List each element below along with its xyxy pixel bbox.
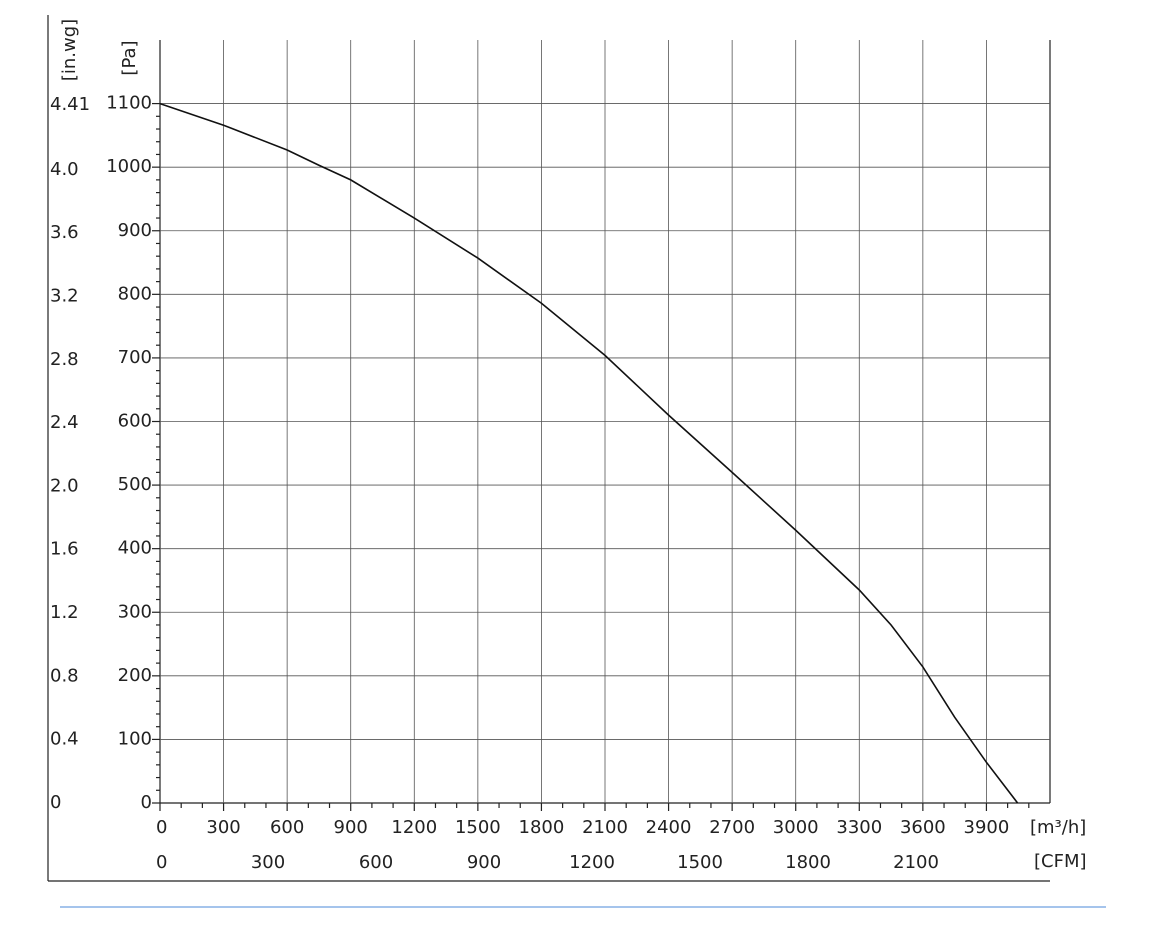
- x2-tick-label: 2100: [893, 852, 939, 873]
- x-tick-label: 3300: [836, 817, 882, 838]
- y-tick-label: 500: [118, 474, 152, 495]
- y-tick-label: 200: [118, 665, 152, 686]
- x2-tick-label: 900: [467, 852, 501, 873]
- y2-tick-label: 3.6: [50, 222, 79, 243]
- x-tick-label: 300: [206, 817, 240, 838]
- x2-tick-label: 600: [359, 852, 393, 873]
- x-tick-label: 2700: [709, 817, 755, 838]
- x2-tick-label: 1800: [785, 852, 831, 873]
- y-tick-label: 300: [118, 601, 152, 622]
- x-tick-label: 3900: [964, 817, 1010, 838]
- x-tick-label: 3000: [773, 817, 819, 838]
- y-tick-label: 700: [118, 347, 152, 368]
- x2-axis-label: [CFM]: [1034, 851, 1087, 872]
- y2-axis-label: [in.wg]: [59, 19, 80, 81]
- y2-tick-label: 2.0: [50, 475, 79, 496]
- x-tick-label: 0: [156, 817, 167, 838]
- y-tick-label: 900: [118, 220, 152, 241]
- y2-tick-label: 0.8: [50, 665, 79, 686]
- x2-tick-label: 1500: [677, 852, 723, 873]
- y-tick-label: 1100: [106, 93, 152, 114]
- x2-tick-label: 1200: [569, 852, 615, 873]
- y-tick-label: 0: [141, 792, 152, 813]
- y-tick-label: 800: [118, 283, 152, 304]
- y2-tick-label: 1.2: [50, 602, 79, 623]
- y2-tick-label: 4.0: [50, 159, 79, 180]
- x-tick-label: 1500: [455, 817, 501, 838]
- y2-tick-label: 1.6: [50, 539, 79, 560]
- y-tick-label: 400: [118, 538, 152, 559]
- x-tick-label: 1200: [391, 817, 437, 838]
- y2-tick-label: 3.2: [50, 285, 79, 306]
- curve: [159, 102, 1019, 804]
- x2-tick-label: 300: [251, 852, 285, 873]
- x-tick-label: 600: [270, 817, 304, 838]
- y-tick-label: 1000: [106, 156, 152, 177]
- x-tick-label: 3600: [900, 817, 946, 838]
- x-tick-label: 1800: [519, 817, 565, 838]
- y2-tick-label: 4.41: [50, 94, 90, 115]
- x-tick-label: 2100: [582, 817, 628, 838]
- y2-tick-label: 0: [50, 792, 61, 813]
- y2-tick-label: 0.4: [50, 729, 79, 750]
- x-tick-label: 2400: [646, 817, 692, 838]
- y-tick-label: 600: [118, 411, 152, 432]
- y2-tick-label: 2.8: [50, 349, 79, 370]
- y-axis-label: [Pa]: [119, 40, 140, 75]
- y-tick-label: 100: [118, 728, 152, 749]
- x2-tick-label: 0: [156, 852, 167, 873]
- x-axis-label: [m³/h]: [1030, 817, 1086, 838]
- y2-tick-label: 2.4: [50, 412, 79, 433]
- x-tick-label: 900: [334, 817, 368, 838]
